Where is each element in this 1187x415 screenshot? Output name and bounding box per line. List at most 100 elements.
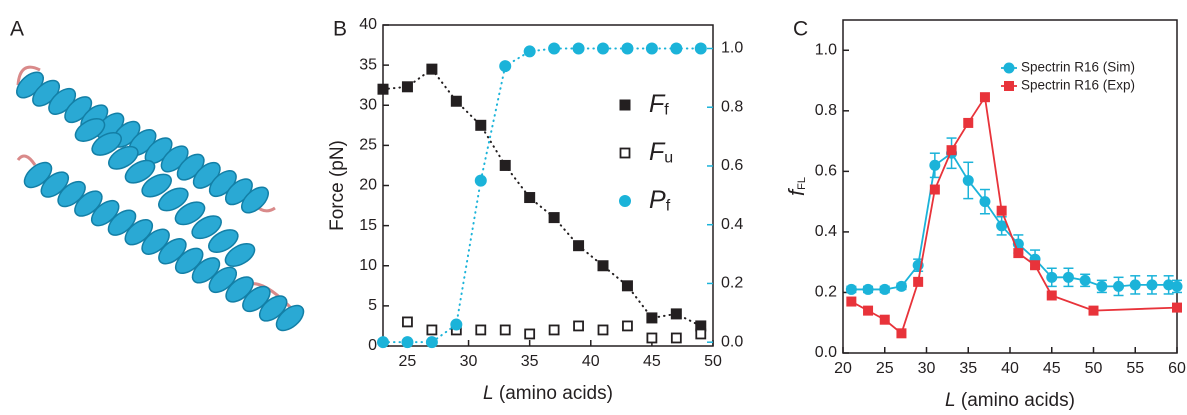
x-tick-label: 20 [834,360,852,377]
point [863,305,874,316]
point [996,205,1007,216]
point [523,45,536,58]
x-tick-label: 30 [460,353,478,370]
x-tick-label: 50 [1085,360,1103,377]
point [670,42,683,55]
y-tick-label: 10 [359,257,377,274]
legend-marker [619,195,631,207]
helix-turn [258,295,288,322]
legend-label: Spectrin R16 (Exp) [1021,78,1135,93]
point [548,324,560,336]
helix-turn [91,131,122,156]
point [524,192,536,204]
point [895,280,907,292]
helix-turn [107,209,137,236]
helix-turn [40,171,70,198]
point [621,280,633,292]
point [1013,248,1024,259]
helix-turn [208,229,239,254]
point [597,260,609,272]
point [946,145,957,156]
y-tick-label: 40 [359,16,377,33]
point [475,324,487,336]
panel-label: A [10,18,24,41]
legend-label: Ff [649,90,669,119]
point [695,320,707,332]
y-tick-label: 1.0 [815,41,837,58]
y-tick-label: 15 [359,217,377,234]
point [425,336,438,349]
point [670,308,682,320]
point [1163,279,1175,291]
point [1046,271,1058,283]
helix-turn [124,219,154,246]
legend-marker [619,147,631,159]
y-tick-label: 25 [359,137,377,154]
y2-tick-label: 0.2 [721,275,743,292]
series-line [850,94,1178,335]
y-tick-label: 0.6 [815,163,837,180]
helix-turn [224,243,256,267]
point [597,42,609,55]
legend-marker [1003,62,1015,74]
legend-label: Pf [649,186,671,215]
point [573,240,585,252]
helix-turn [191,215,222,240]
point [695,328,707,340]
y-tick-label: 20 [359,177,377,194]
x-tick-label: 30 [918,360,936,377]
point [499,60,512,73]
x-tick-label: 25 [399,353,417,370]
y-tick-label: 0 [368,337,377,354]
x-tick-label: 45 [1043,360,1061,377]
helix-turn [141,228,170,255]
x-tick-label: 55 [1126,360,1144,377]
legend-marker [1004,81,1014,91]
point [879,283,891,295]
y-tick-label: 0.4 [815,223,837,240]
y2-tick-label: 0.0 [721,333,743,350]
point [929,159,941,171]
point [846,296,857,307]
point [572,42,585,55]
point [548,212,560,224]
point [962,174,974,186]
point [1046,290,1057,301]
helix-turn [191,257,221,284]
helix-turn [174,247,204,274]
point [402,316,413,328]
x-tick-label: 60 [1168,360,1186,377]
point [979,196,991,208]
point [963,117,974,128]
point [524,328,536,340]
point [597,324,609,336]
series-line [851,151,1178,291]
y-tick-label: 0.2 [815,284,837,301]
helix-turn [90,199,120,227]
helix-turn [23,161,53,189]
point [475,119,487,131]
x-tick-label: 50 [704,353,722,370]
point [1129,279,1141,291]
legend-marker [619,99,631,111]
helix-turn [108,145,139,170]
helix-turn [242,285,271,313]
x-tick-label: 35 [521,353,539,370]
point [401,336,414,349]
point [1113,280,1125,292]
point [1030,260,1041,271]
y2-tick-label: 0.6 [721,157,743,174]
helix-turn [141,173,172,198]
point [450,95,462,107]
protein-ribbon [16,65,305,332]
point [1146,279,1158,291]
point [646,332,658,344]
point [474,174,487,187]
point [913,276,924,287]
panel-label: C [793,18,808,41]
point [1096,280,1108,292]
point [670,332,682,344]
helix-turn [158,238,187,265]
point [694,42,707,55]
